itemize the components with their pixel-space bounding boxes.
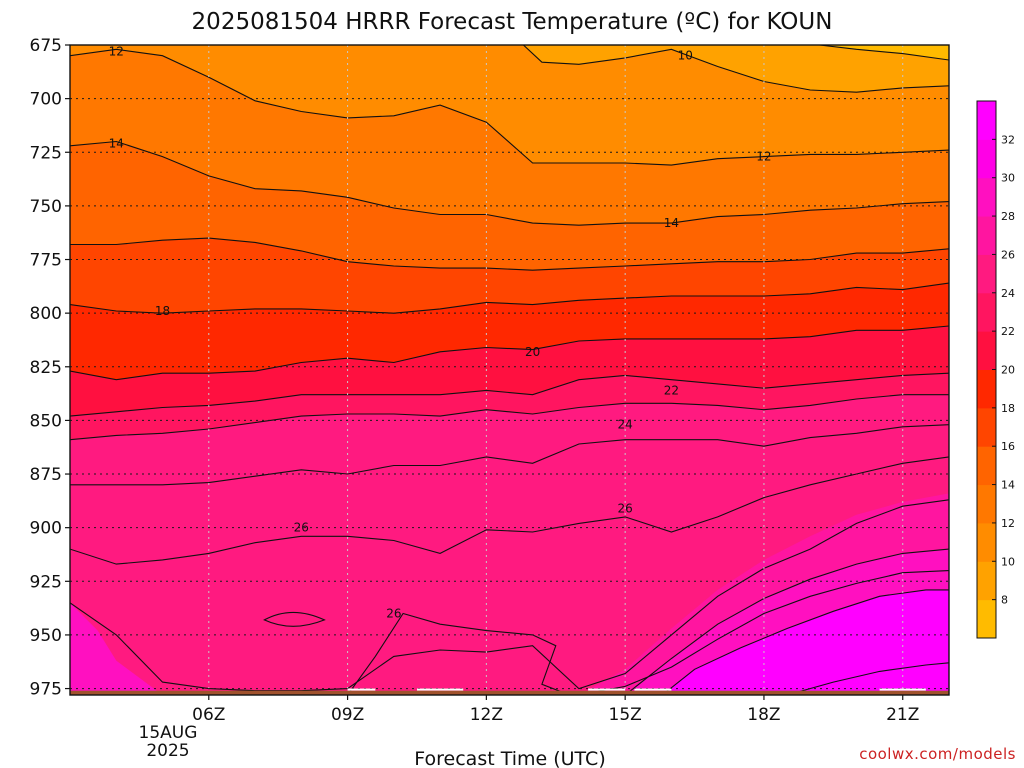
- colorbar-tick-label-24: 24: [1001, 287, 1015, 300]
- x-tick-label-06Z: 06Z: [192, 705, 225, 725]
- x-tick-label-15Z: 15Z: [609, 705, 642, 725]
- band-fill-12: [70, 45, 949, 166]
- contour-lines: [70, 45, 949, 695]
- date-label-day: 15AUG: [139, 723, 198, 743]
- contour-label-4: 14: [664, 216, 679, 230]
- colorbar-tick-label-16: 16: [1001, 440, 1015, 453]
- x-axis-label: Forecast Time (UTC): [414, 748, 605, 768]
- chart-title: 2025081504 HRRR Forecast Temperature (ºC…: [192, 9, 833, 35]
- y-tick-label-700: 700: [30, 90, 62, 110]
- colorbar-segment-2: [977, 522, 996, 562]
- colorbar-segment-4: [977, 446, 996, 486]
- contour-line-18: [70, 282, 949, 314]
- contour-label-2: 14: [109, 137, 124, 151]
- plot-area: [70, 45, 949, 695]
- colorbar-segment-10: [977, 216, 996, 255]
- y-tick-label-675: 675: [30, 36, 62, 56]
- contour-label-5: 18: [155, 304, 170, 318]
- colorbar-segment-0: [977, 599, 996, 639]
- x-tick-label-12Z: 12Z: [470, 705, 503, 725]
- contour-label-8: 24: [618, 418, 633, 432]
- contour-label-3: 12: [756, 150, 771, 164]
- contour-labels: 12 10 14 12 14 18 20 22 24 26 26 26: [109, 44, 772, 620]
- contour-line-extra-3: [661, 589, 949, 695]
- y-tick-label-975: 975: [30, 680, 62, 700]
- y-tick-label-950: 950: [30, 626, 62, 646]
- ground-surface-highlight-3: [634, 688, 672, 691]
- colorbar-tick-label-14: 14: [1001, 479, 1015, 492]
- contour-line-extra-5: [347, 612, 570, 695]
- ground-surface-highlight-2: [588, 688, 626, 691]
- ground-surface-highlight-0: [347, 688, 376, 691]
- colorbar-segment-11: [977, 177, 996, 217]
- y-tick-label-800: 800: [30, 304, 62, 324]
- colorbar-tick-label-22: 22: [1001, 325, 1015, 338]
- contour-line-28: [70, 456, 949, 565]
- colorbar-tick-label-10: 10: [1001, 555, 1015, 568]
- colorbar-tick-label-12: 12: [1001, 517, 1015, 530]
- colorbar-segment-6: [977, 369, 996, 409]
- contour-line-32: [578, 570, 949, 695]
- contour-label-6: 20: [525, 345, 540, 359]
- colorbar-segment-1: [977, 561, 996, 601]
- x-tick-label-09Z: 09Z: [331, 705, 364, 725]
- y-tick-label-850: 850: [30, 411, 62, 431]
- contour-line-12: [70, 48, 949, 166]
- contour-label-7: 22: [664, 383, 679, 397]
- x-tick-label-18Z: 18Z: [747, 705, 780, 725]
- ground-surface-highlight-1: [416, 688, 464, 691]
- contour-label-11: 26: [386, 606, 401, 620]
- ground-surface: [70, 690, 949, 695]
- contour-line-extra-2: [624, 548, 949, 695]
- y-tick-label-925: 925: [30, 572, 62, 592]
- colorbar: 8 10 12 14 16 18 20 22 24 26 28 30 32: [976, 100, 1015, 639]
- colorbar-segment-7: [977, 331, 996, 370]
- colorbar-segment-13: [977, 101, 996, 140]
- colorbar-tick-label-26: 26: [1001, 248, 1015, 261]
- colorbar-segment-12: [977, 139, 996, 179]
- band-fill-30-left: [70, 602, 163, 695]
- contour-line-30: [70, 499, 949, 692]
- colorbar-tick-label-18: 18: [1001, 402, 1015, 415]
- contour-line-extra-1: [819, 45, 949, 61]
- y-tick-label-775: 775: [30, 251, 62, 271]
- colorbar-tick-label-28: 28: [1001, 210, 1015, 223]
- contour-label-1: 10: [678, 49, 693, 63]
- x-tick-label-21Z: 21Z: [886, 705, 919, 725]
- contour-closed-loop: [263, 611, 326, 627]
- contour-line-14: [70, 140, 949, 226]
- contour-label-0: 12: [109, 44, 124, 58]
- colorbar-segment-9: [977, 254, 996, 294]
- y-axis: 675 700 725 750 775 800 825 850 875 900 925 950 975: [30, 36, 70, 700]
- x-axis: 06Z 09Z 12Z 15Z 18Z 21Z: [192, 695, 919, 725]
- y-tick-label-825: 825: [30, 358, 62, 378]
- contour-line-20: [70, 325, 949, 381]
- plot-frame: [69, 44, 950, 696]
- colorbar-segment-3: [977, 484, 996, 524]
- contour-label-10: 26: [294, 521, 309, 535]
- grid-lines: [70, 45, 949, 695]
- contour-line-26: [70, 424, 949, 486]
- colorbar-tick-label-20: 20: [1001, 364, 1015, 377]
- date-label-year: 2025: [146, 741, 189, 761]
- band-fill-8-10: [819, 45, 949, 61]
- credit-label: coolwx.com/models: [859, 745, 1016, 763]
- y-tick-label-900: 900: [30, 519, 62, 539]
- colorbar-tick-label-32: 32: [1001, 133, 1015, 146]
- colorbar-segment-8: [977, 292, 996, 332]
- y-tick-label-875: 875: [30, 465, 62, 485]
- colorbar-tick-label-8: 8: [1001, 594, 1008, 607]
- contour-line-extra-4: [786, 662, 949, 695]
- contour-line-22: [70, 372, 949, 417]
- colorbar-tick-label-30: 30: [1001, 172, 1015, 185]
- contour-label-9: 26: [618, 501, 633, 515]
- y-tick-label-750: 750: [30, 197, 62, 217]
- contour-line-24: [70, 394, 949, 441]
- band-fill-32-plus: [662, 589, 949, 695]
- ground-surface-highlight-4: [879, 688, 926, 691]
- y-tick-label-725: 725: [30, 143, 62, 163]
- contour-line-extra-0: [523, 45, 949, 93]
- colorbar-segment-5: [977, 407, 996, 447]
